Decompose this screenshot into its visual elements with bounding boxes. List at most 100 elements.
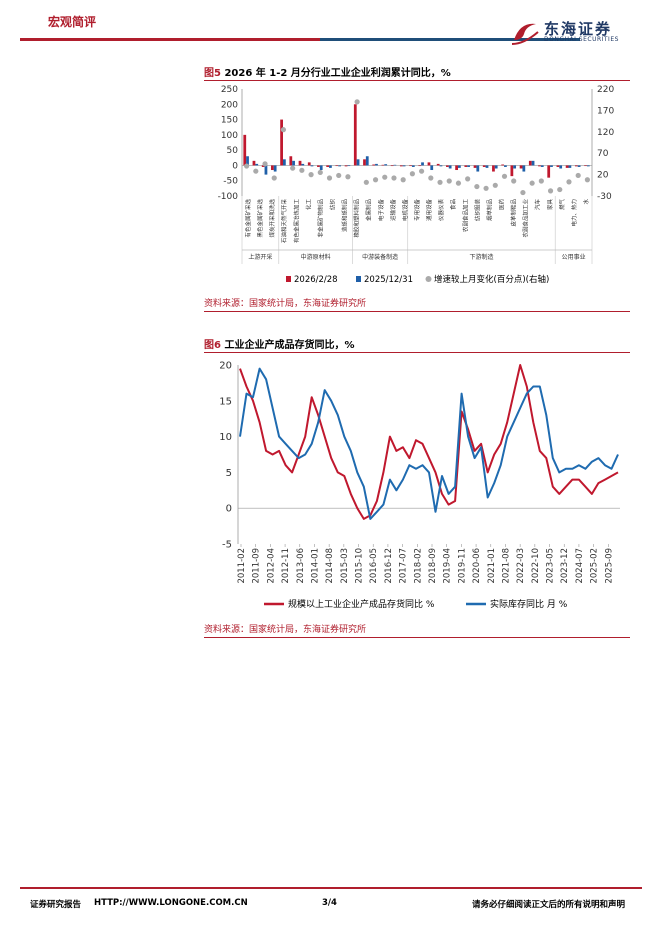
fig5-legend-swatch xyxy=(286,276,291,282)
fig5-right-tick-label: 120 xyxy=(597,128,614,138)
fig5-bar-2026 xyxy=(436,163,440,166)
fig5-bar-2026 xyxy=(455,165,458,171)
fig6-y-tick-label: 15 xyxy=(219,396,232,407)
fig5-bar-2025 xyxy=(338,165,342,167)
fig5-bar-2025 xyxy=(329,165,332,168)
fig5-category-label: 家具 xyxy=(546,199,554,211)
fig5-bar-2026 xyxy=(427,162,431,166)
fig6-x-tick-label: 2025-02 xyxy=(590,548,600,584)
fig5-bar-2026 xyxy=(482,165,486,167)
fig5-title: 图5 2026 年 1-2 月分行业工业企业利润累计同比，% xyxy=(204,64,451,79)
fig5-left-tick-label: -100 xyxy=(218,192,239,202)
fig6-label: 图6 xyxy=(204,340,221,351)
fig5-change-point xyxy=(492,182,498,188)
fig5-bar-2025 xyxy=(430,165,434,171)
fig5-bar-2026 xyxy=(307,162,311,166)
fig5-bar-2025 xyxy=(522,165,526,172)
fig5-right-tick-label: -30 xyxy=(597,192,612,202)
fig5-change-point xyxy=(290,165,296,171)
report-section-title: 宏观简评 xyxy=(48,15,97,29)
fig5-bar-2026 xyxy=(464,165,468,167)
fig5-change-point xyxy=(326,175,333,181)
fig5-bar-2025 xyxy=(568,165,572,168)
fig5-change-point xyxy=(419,168,425,174)
fig5-bar-2026 xyxy=(353,104,357,166)
fig5-bar-2026 xyxy=(501,164,505,166)
fig5-bar-2025 xyxy=(439,165,443,167)
fig6-x-tick-label: 2014-08 xyxy=(325,548,335,584)
wave-logo-icon xyxy=(511,23,539,45)
fig5-bar-2026 xyxy=(261,165,265,167)
fig5-change-point xyxy=(446,178,452,184)
fig5-bar-2025 xyxy=(356,159,360,166)
fig6-y-tick-label: 20 xyxy=(219,361,232,372)
fig5-bar-2025 xyxy=(504,165,507,167)
fig5-category-label: 纺织 xyxy=(329,199,337,211)
fig5-bar-2025 xyxy=(301,163,305,166)
fig5-left-tick-label: -50 xyxy=(223,177,238,187)
fig5-bar-2026 xyxy=(528,160,532,166)
fig5-left-tick-label: 50 xyxy=(227,146,239,156)
fig5-category-label: 医药 xyxy=(497,199,505,211)
fig6-legend-label: 规模以上工业企业产成品存货同比 % xyxy=(288,598,435,610)
fig5-bar-2026 xyxy=(252,160,256,166)
fig5-right-tick-label: 170 xyxy=(597,106,614,116)
fig5-left-tick-label: 250 xyxy=(221,85,238,95)
footer-report-type: 证券研究报告 xyxy=(30,900,82,910)
fig5-left-tick-label: 100 xyxy=(221,131,238,141)
fig5-change-point xyxy=(428,175,434,181)
fig5-category-label: 皮革制鞋品 xyxy=(510,199,518,227)
fig5-bar-2025 xyxy=(393,164,397,166)
fig5-bar-2025 xyxy=(577,165,581,167)
fig6-x-tick-label: 2024-07 xyxy=(575,548,585,584)
fig6-y-tick-label: -5 xyxy=(222,540,232,551)
fig5-bar-2025 xyxy=(476,165,480,172)
fig6-x-tick-label: 2021-08 xyxy=(501,548,511,584)
fig6-x-tick-label: 2022-10 xyxy=(531,548,541,584)
fig6-x-tick-label: 2015-03 xyxy=(340,548,350,584)
fig5-bar-2026 xyxy=(271,165,274,171)
fig6-x-tick-label: 2023-05 xyxy=(546,548,556,584)
fig6-source: 资料来源：国家统计局，东海证券研究所 xyxy=(204,625,367,635)
fig5-category-label: 电力、热力 xyxy=(570,199,578,227)
fig5-bar-2026 xyxy=(381,164,385,166)
fig6-line-inventory xyxy=(239,364,619,520)
fig5-category-label: 电子设备 xyxy=(377,199,385,222)
fig6-x-tick-label: 2018-09 xyxy=(428,548,438,584)
fig5-change-point xyxy=(244,163,250,169)
fig6-x-tick-label: 2011-02 xyxy=(237,548,247,584)
fig5-bar-2026 xyxy=(510,165,514,177)
fig5-bar-2026 xyxy=(399,165,403,167)
fig5-category-label: 石油和天然气开采 xyxy=(280,199,288,244)
fig6-x-tick-label: 2020-06 xyxy=(472,548,482,584)
footer-disclaimer: 请务必仔细阅读正文后的所有说明和声明 xyxy=(472,900,626,910)
fig6-x-tick-label: 2019-11 xyxy=(457,548,467,584)
fig6-x-tick-label: 2022-03 xyxy=(516,548,526,584)
fig5-bar-2025 xyxy=(457,165,461,168)
fig5-change-point xyxy=(437,179,443,185)
fig6-x-tick-label: 2011-09 xyxy=(252,548,262,584)
fig5-bar-2025 xyxy=(282,159,286,166)
fig5-change-point xyxy=(409,171,415,177)
fig5-bar-2026 xyxy=(335,165,339,167)
fig6-bottom-rule xyxy=(204,637,630,638)
fig5-change-point xyxy=(382,174,388,180)
fig5-bottom-rule xyxy=(204,311,630,312)
fig5-bar-2026 xyxy=(418,165,422,167)
fig5-group-label: 中游装备制造 xyxy=(362,253,398,261)
fig5-category-label: 专用设备 xyxy=(413,199,421,222)
footer-url[interactable]: HTTP://WWW.LONGONE.COM.CN xyxy=(94,898,248,908)
fig5-legend-label: 2026/2/28 xyxy=(294,275,338,285)
fig5-change-point xyxy=(547,188,554,194)
fig5-left-tick-label: 150 xyxy=(221,116,238,126)
fig5-bar-2025 xyxy=(264,165,268,175)
fig5-bar-2025 xyxy=(365,156,369,166)
fig5-change-point xyxy=(271,175,277,181)
fig5-change-point xyxy=(520,189,526,196)
fig5-change-point xyxy=(363,179,369,185)
fig5-bar-2026 xyxy=(280,119,283,166)
fig5-title-text: 2026 年 1-2 月分行业工业企业利润累计同比，% xyxy=(224,68,451,79)
fig5-bar-2026 xyxy=(538,165,541,167)
fig5-category-label: 通用设备 xyxy=(425,199,433,222)
fig5-bar-2025 xyxy=(540,165,544,167)
